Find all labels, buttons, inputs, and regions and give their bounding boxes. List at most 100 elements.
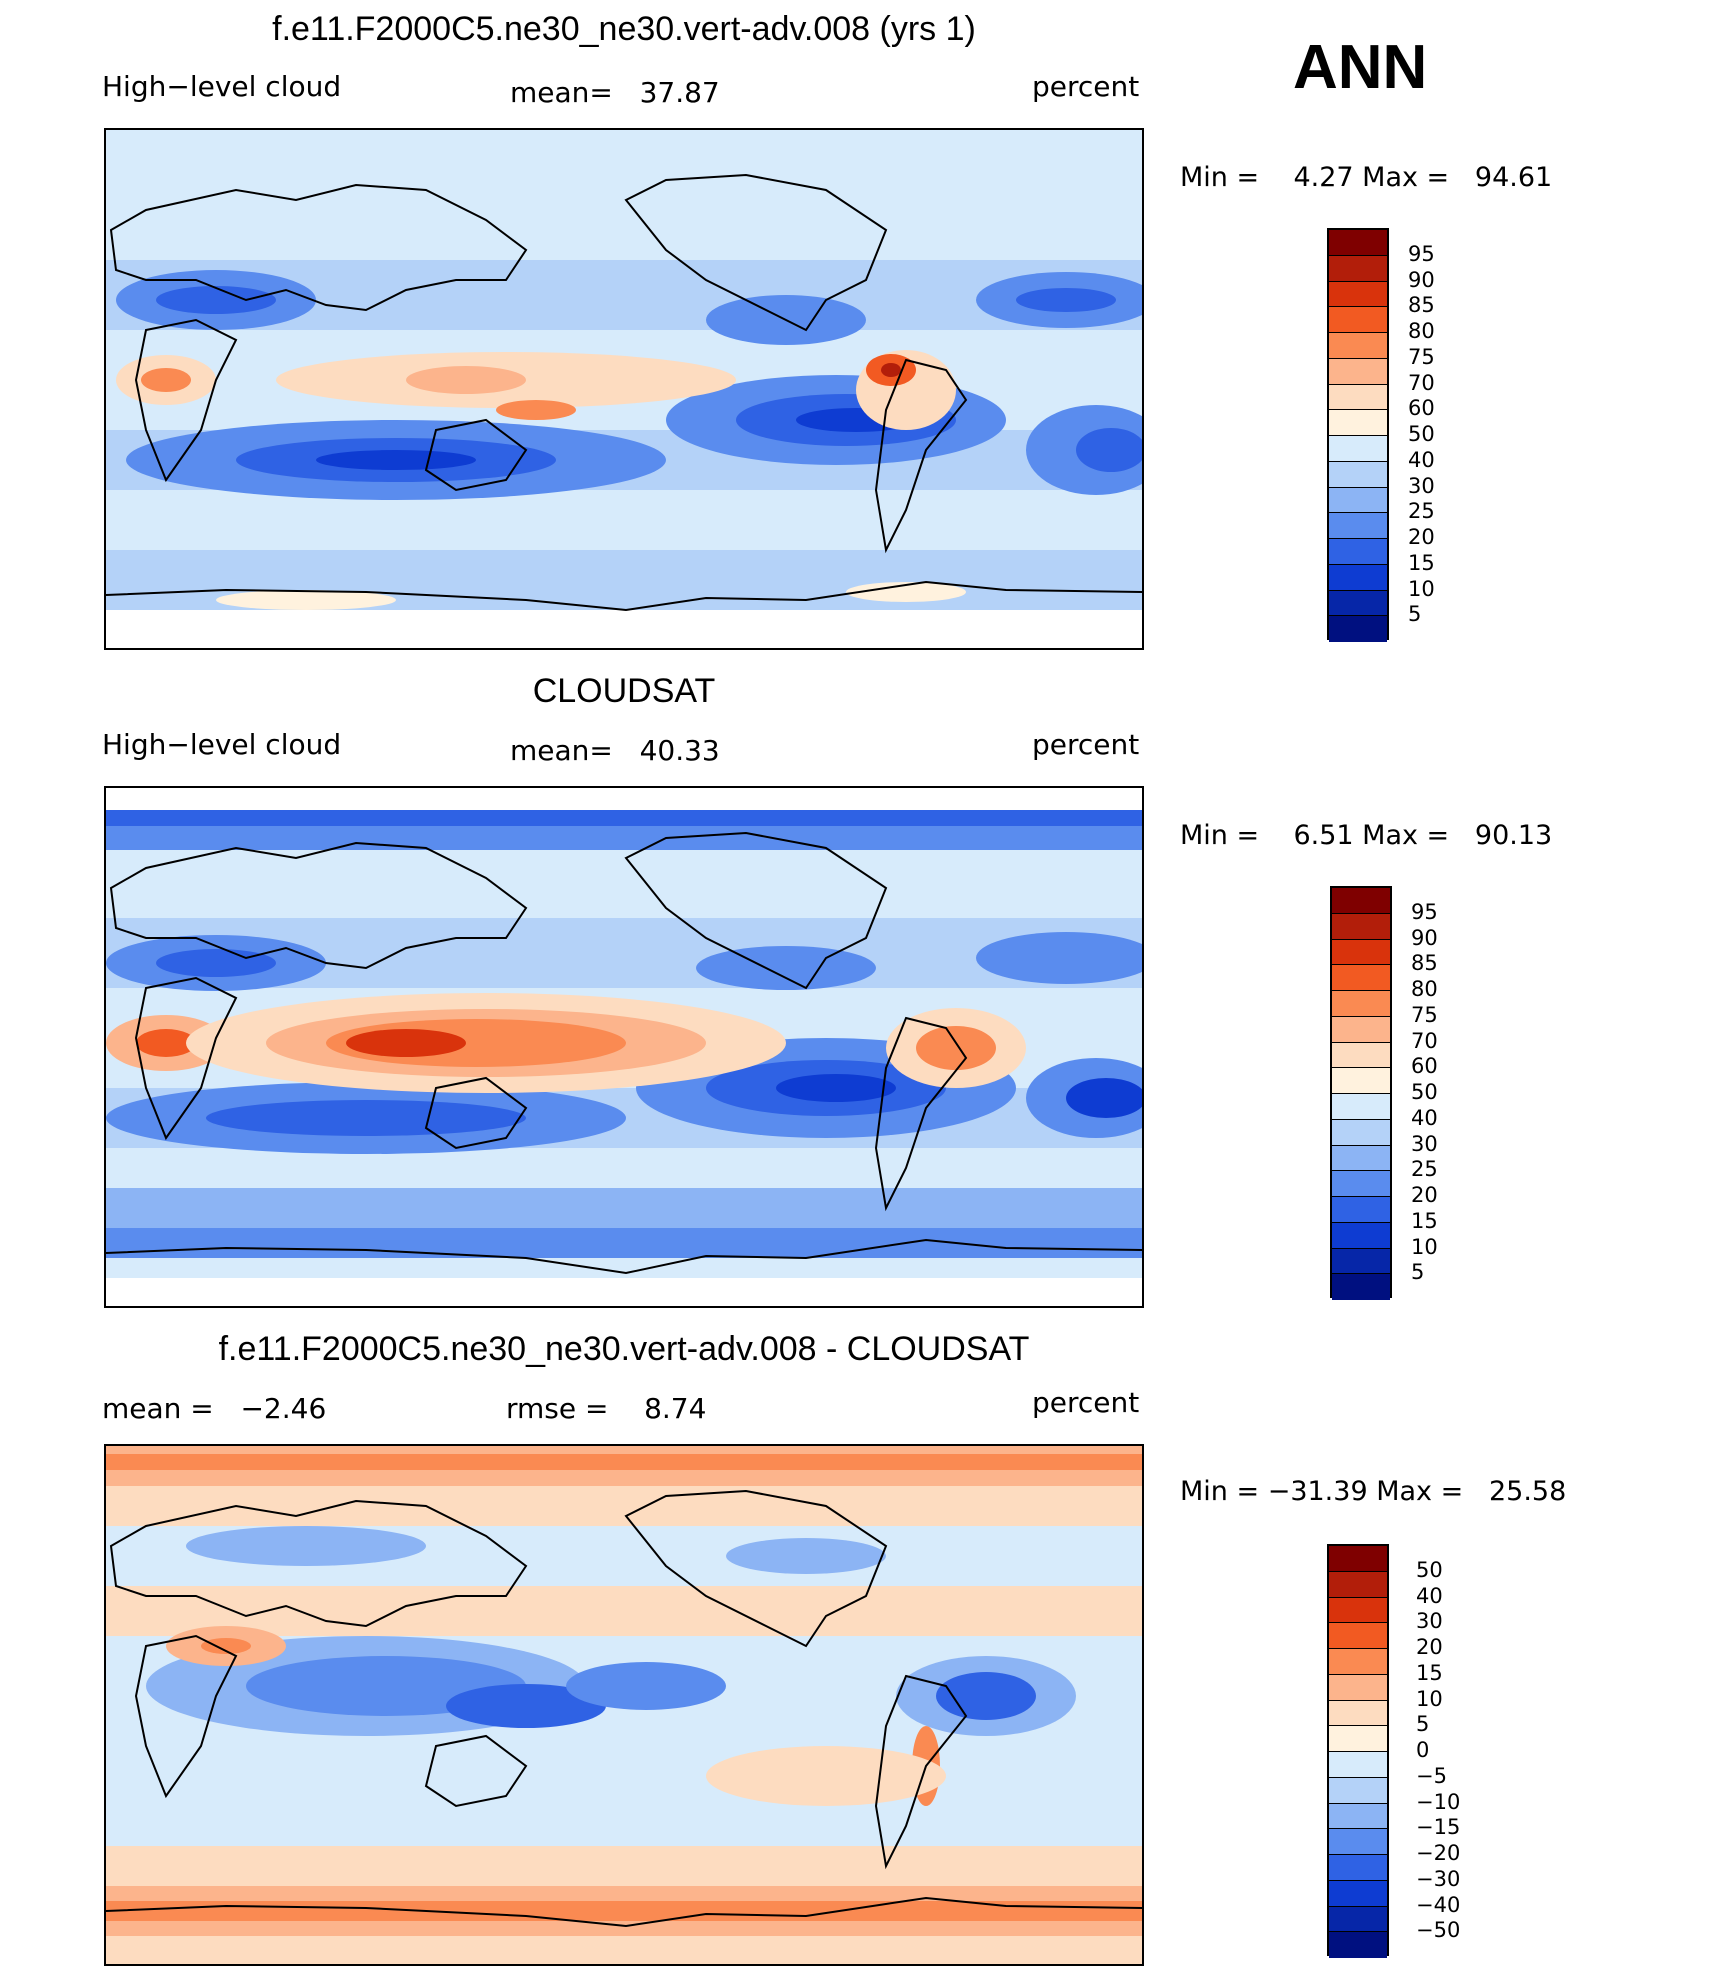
colorbar-level-label: 75	[1408, 344, 1435, 369]
colorbar-swatch	[1329, 1726, 1387, 1752]
colorbar-swatch	[1329, 1880, 1387, 1907]
panel-model-minmax: Min = 4.27 Max = 94.61	[1180, 162, 1553, 193]
colorbar-swatch	[1329, 1649, 1387, 1675]
colorbar-level-label: 70	[1408, 370, 1435, 395]
colorbar-level-label: 10	[1416, 1686, 1443, 1711]
colorbar-swatch	[1332, 1145, 1390, 1172]
colorbar-swatch	[1332, 1016, 1390, 1043]
colorbar-swatch	[1329, 461, 1387, 488]
colorbar-swatch	[1329, 1571, 1387, 1598]
colorbar-swatch	[1332, 939, 1390, 966]
colorbar-swatch	[1332, 1119, 1390, 1146]
panel-model-units: percent	[1032, 70, 1140, 103]
colorbar-level-label: −50	[1416, 1918, 1461, 1943]
colorbar-swatch	[1329, 255, 1387, 282]
colorbar-swatch	[1329, 1546, 1387, 1572]
colorbar-level-label: 20	[1411, 1183, 1438, 1207]
colorbar-swatch	[1329, 1700, 1387, 1727]
map-obs-field	[106, 788, 1142, 1306]
colorbar-level-label: −5	[1416, 1763, 1447, 1788]
colorbar-level-label: 25	[1411, 1157, 1438, 1182]
colorbar-swatch	[1329, 487, 1387, 514]
colorbar-level-label: 5	[1416, 1712, 1430, 1737]
colorbar-swatch	[1329, 333, 1387, 359]
colorbar-level-label: 25	[1408, 499, 1435, 524]
colorbar-swatch	[1329, 230, 1387, 256]
colorbar-level-label: 5	[1408, 602, 1422, 627]
colorbar-level-label: 20	[1408, 525, 1435, 549]
colorbar-level-label: 40	[1411, 1105, 1438, 1130]
panel-obs-units: percent	[1032, 728, 1140, 761]
colorbar-level-label: 30	[1408, 473, 1435, 498]
season-label: ANN	[1293, 33, 1428, 102]
colorbar-level-label: 85	[1411, 951, 1438, 976]
panel-obs-mean: mean= 40.33	[510, 734, 720, 767]
colorbar-swatch	[1332, 1171, 1390, 1197]
colorbar-level-label: 15	[1408, 550, 1435, 575]
colorbar-level-label: −15	[1416, 1815, 1461, 1840]
colorbar-swatch	[1329, 307, 1387, 333]
colorbar-level-label: 20	[1416, 1635, 1443, 1659]
colorbar-level-label: 15	[1416, 1660, 1443, 1685]
colorbar-level-label: −40	[1416, 1892, 1461, 1917]
colorbar-level-label: 5	[1411, 1260, 1425, 1285]
colorbar-level-label: 30	[1416, 1609, 1443, 1634]
colorbar-swatch	[1332, 1274, 1390, 1300]
colorbar-model	[1327, 228, 1389, 642]
colorbar-level-label: 80	[1408, 319, 1435, 343]
colorbar-swatch	[1329, 1906, 1387, 1933]
panel-diff-rmse: rmse = 8.74	[506, 1392, 707, 1425]
colorbar-level-label: 60	[1408, 396, 1435, 421]
colorbar-swatch	[1329, 358, 1387, 385]
colorbar-swatch	[1329, 384, 1387, 411]
colorbar-level-label: 95	[1411, 899, 1438, 924]
colorbar-swatch	[1329, 513, 1387, 539]
colorbar-swatch	[1332, 1197, 1390, 1223]
colorbar-swatch	[1329, 1752, 1387, 1778]
colorbar-swatch	[1329, 1803, 1387, 1830]
map-diff	[104, 1444, 1144, 1966]
colorbar-level-label: 15	[1411, 1208, 1438, 1233]
colorbar-swatch	[1329, 590, 1387, 617]
colorbar-swatch	[1329, 1829, 1387, 1855]
colorbar-swatch	[1332, 965, 1390, 991]
panel-diff-title: f.e11.F2000C5.ne30_ne30.vert-adv.008 - C…	[218, 1330, 1030, 1368]
panel-model-mean: mean= 37.87	[510, 76, 720, 109]
panel-obs-title: CLOUDSAT	[532, 672, 716, 710]
colorbar-level-label: −20	[1416, 1841, 1461, 1865]
colorbar-diff	[1327, 1544, 1389, 1958]
panel-obs-minmax: Min = 6.51 Max = 90.13	[1180, 820, 1553, 851]
colorbar-swatch	[1329, 410, 1387, 436]
colorbar-level-label: −10	[1416, 1789, 1461, 1814]
colorbar-level-label: 70	[1411, 1028, 1438, 1053]
colorbar-obs	[1330, 886, 1392, 1300]
colorbar-level-label: 90	[1408, 267, 1435, 292]
panel-diff-minmax: Min = −31.39 Max = 25.58	[1180, 1476, 1567, 1507]
colorbar-level-label: 80	[1411, 977, 1438, 1001]
colorbar-swatch	[1332, 1068, 1390, 1094]
panel-model-title: f.e11.F2000C5.ne30_ne30.vert-adv.008 (yr…	[272, 10, 976, 48]
colorbar-swatch	[1332, 1042, 1390, 1069]
colorbar-swatch	[1332, 1222, 1390, 1249]
colorbar-level-label: 0	[1416, 1738, 1430, 1762]
colorbar-level-label: 75	[1411, 1002, 1438, 1027]
colorbar-level-label: 50	[1408, 422, 1435, 446]
colorbar-swatch	[1332, 888, 1390, 914]
colorbar-swatch	[1329, 539, 1387, 565]
colorbar-swatch	[1329, 1855, 1387, 1881]
panel-model-field: High−level cloud	[102, 70, 342, 103]
panel-diff-units: percent	[1032, 1386, 1140, 1419]
map-model	[104, 128, 1144, 650]
map-obs	[104, 786, 1144, 1308]
colorbar-level-label: −30	[1416, 1866, 1461, 1891]
colorbar-level-label: 40	[1408, 447, 1435, 472]
colorbar-swatch	[1329, 1674, 1387, 1701]
colorbar-swatch	[1329, 281, 1387, 308]
colorbar-level-label: 10	[1411, 1234, 1438, 1259]
colorbar-level-label: 30	[1411, 1131, 1438, 1156]
colorbar-level-label: 40	[1416, 1583, 1443, 1608]
colorbar-swatch	[1329, 1597, 1387, 1624]
colorbar-level-label: 85	[1408, 293, 1435, 318]
colorbar-swatch	[1329, 1932, 1387, 1958]
